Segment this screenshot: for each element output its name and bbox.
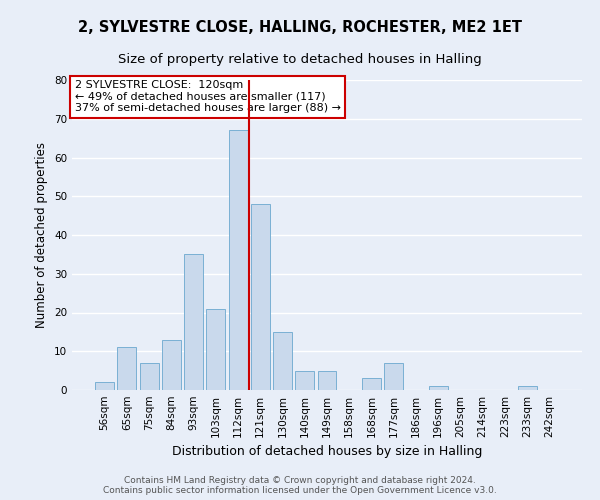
Bar	[95, 382, 114, 390]
Bar	[518, 386, 536, 390]
Text: 2, SYLVESTRE CLOSE, HALLING, ROCHESTER, ME2 1ET: 2, SYLVESTRE CLOSE, HALLING, ROCHESTER, …	[78, 20, 522, 35]
Bar	[184, 254, 203, 390]
Bar	[295, 370, 314, 390]
Bar	[429, 386, 448, 390]
Y-axis label: Number of detached properties: Number of detached properties	[35, 142, 49, 328]
Bar	[206, 308, 225, 390]
Bar	[118, 348, 136, 390]
Bar	[229, 130, 248, 390]
Text: Contains HM Land Registry data © Crown copyright and database right 2024.
Contai: Contains HM Land Registry data © Crown c…	[103, 476, 497, 495]
X-axis label: Distribution of detached houses by size in Halling: Distribution of detached houses by size …	[172, 446, 482, 458]
Text: Size of property relative to detached houses in Halling: Size of property relative to detached ho…	[118, 52, 482, 66]
Bar	[317, 370, 337, 390]
Bar	[273, 332, 292, 390]
Bar	[251, 204, 270, 390]
Bar	[384, 363, 403, 390]
Text: 2 SYLVESTRE CLOSE:  120sqm
← 49% of detached houses are smaller (117)
37% of sem: 2 SYLVESTRE CLOSE: 120sqm ← 49% of detac…	[74, 80, 341, 113]
Bar	[162, 340, 181, 390]
Bar	[140, 363, 158, 390]
Bar	[362, 378, 381, 390]
